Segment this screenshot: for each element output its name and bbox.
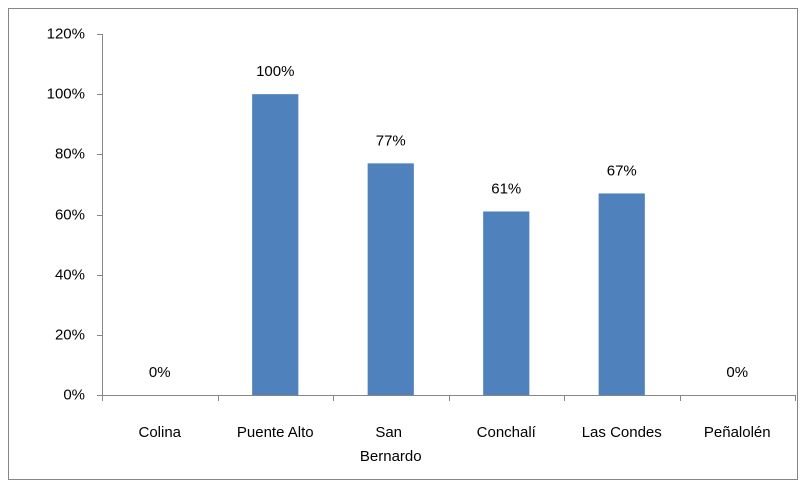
y-tick-label: 20%: [55, 326, 85, 343]
data-label: 0%: [149, 364, 171, 381]
y-tick-label: 0%: [63, 386, 85, 403]
bar: [367, 163, 414, 395]
x-tick-label: Colina: [138, 424, 181, 441]
data-label: 0%: [726, 364, 748, 381]
y-tick-label: 80%: [55, 145, 85, 162]
bar: [598, 193, 645, 395]
data-label: 100%: [256, 63, 294, 80]
data-label: 67%: [607, 162, 637, 179]
y-tick-label: 60%: [55, 206, 85, 223]
x-tick-label: Conchalí: [477, 424, 537, 441]
bar: [252, 94, 299, 396]
x-tick-label: Puente Alto: [237, 424, 314, 441]
x-tick-label: San Bernardo: [360, 424, 422, 465]
y-tick-label: 100%: [47, 85, 85, 102]
bar: [483, 211, 530, 395]
y-tick-label: 40%: [55, 266, 85, 283]
y-tick-label: 120%: [47, 25, 85, 42]
x-tick-label: Las Condes: [582, 424, 662, 441]
data-label: 77%: [376, 132, 406, 149]
data-label: 61%: [491, 180, 521, 197]
x-tick-label: Peñalolén: [704, 424, 771, 441]
